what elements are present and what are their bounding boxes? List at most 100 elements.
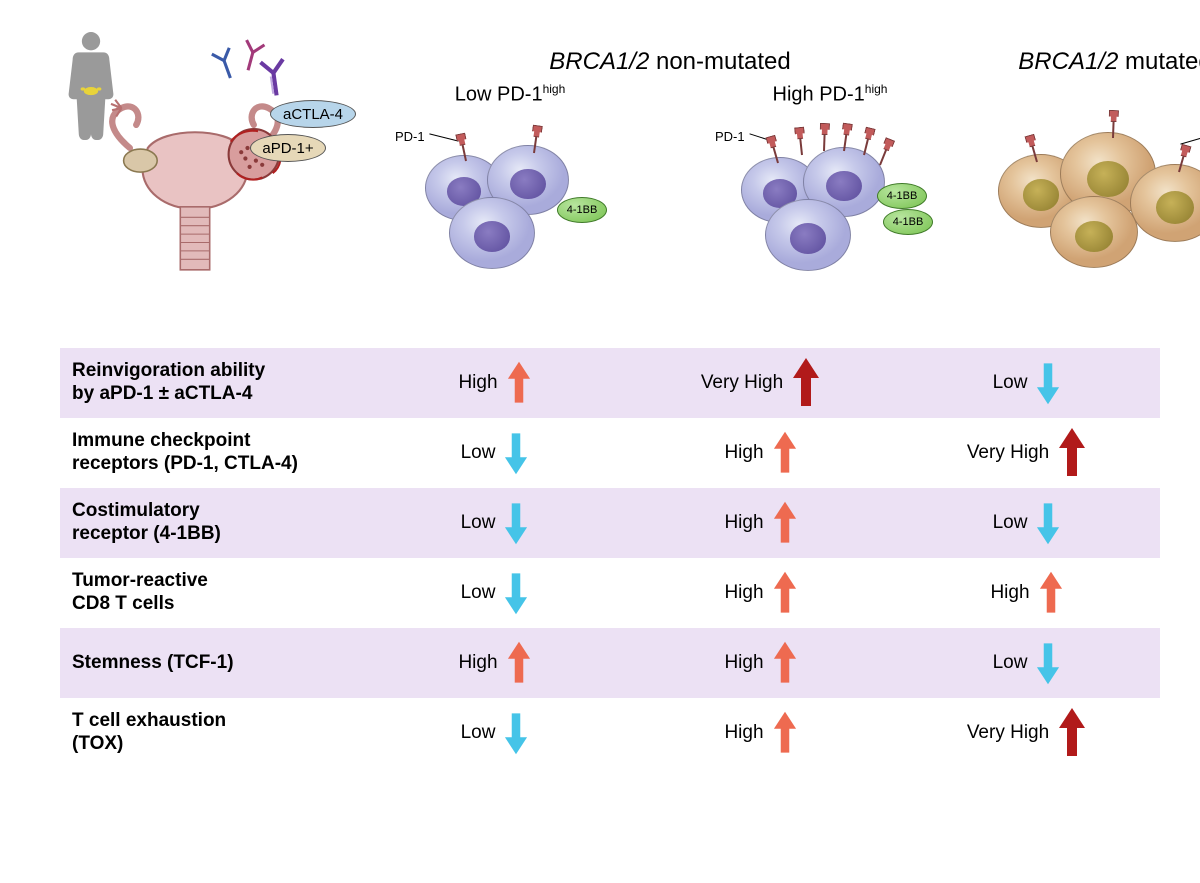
cell-text: High <box>724 652 763 674</box>
arrow-up_dark-icon <box>791 356 821 410</box>
cell-text: Low <box>993 512 1028 534</box>
cell-high: High <box>628 426 894 480</box>
cell-text: Very High <box>967 722 1049 744</box>
low-subtitle: Low PD-1high <box>455 82 566 107</box>
row-label: T cell exhaustion(TOX) <box>72 710 362 756</box>
high-subtitle: High PD-1high <box>773 82 888 107</box>
cell-text: High <box>458 372 497 394</box>
bb-label-high-1: 4-1BB <box>877 183 927 209</box>
cell-mut: Very High <box>894 426 1160 480</box>
cell-high: High <box>628 500 894 546</box>
nonmut-title: BRCA1/2 non-mutated <box>549 48 790 76</box>
arrow-down-icon <box>503 430 529 476</box>
nonmut-title-italic: BRCA1/2 <box>549 48 649 75</box>
row-values: Low High High <box>362 570 1160 616</box>
anatomy-column: aCTLA-4 aPD-1+ <box>60 30 350 330</box>
bb-label-high-2: 4-1BB <box>883 209 933 235</box>
cell-text: Very High <box>701 372 783 394</box>
row-values: Low High Very High <box>362 706 1160 760</box>
arrow-up_dark-icon <box>1057 706 1087 760</box>
bb-label-low: 4-1BB <box>557 197 607 223</box>
cell-low: High <box>362 640 628 686</box>
arrow-up_light-icon <box>506 360 532 406</box>
col-high-pd1high: High PD-1high PD-1 <box>670 82 990 271</box>
arrow-up_light-icon <box>772 640 798 686</box>
cell-text: High <box>724 512 763 534</box>
cluster-mut: PD-1 <box>990 104 1200 264</box>
cell-low: High <box>362 356 628 410</box>
cell-high: High <box>628 640 894 686</box>
group-mutated: BRCA1/2 mutated PD-1 <box>990 30 1200 330</box>
high-subtitle-sup: high <box>865 82 888 96</box>
cell-low: Low <box>362 500 628 546</box>
cell-text: High <box>724 722 763 744</box>
cell-mut: Very High <box>894 706 1160 760</box>
nonmut-title-rest: non-mutated <box>649 48 790 75</box>
arrow-down-icon <box>1035 500 1061 546</box>
cell-text: Very High <box>967 442 1049 464</box>
nonmut-subcols: Low PD-1high PD-1 <box>350 82 990 271</box>
table-row: Tumor-reactiveCD8 T cells Low High High <box>60 558 1160 628</box>
row-label: Costimulatoryreceptor (4-1BB) <box>72 500 362 546</box>
group-columns: BRCA1/2 non-mutated Low PD-1high PD-1 <box>350 30 1200 330</box>
arrow-up_light-icon <box>772 570 798 616</box>
apd1-label: aPD-1+ <box>262 140 313 157</box>
cell-text: Low <box>461 442 496 464</box>
table-row: Stemness (TCF-1) High High Low <box>60 628 1160 698</box>
row-label: Tumor-reactiveCD8 T cells <box>72 570 362 616</box>
cell-text: Low <box>461 582 496 604</box>
mut-title: BRCA1/2 mutated <box>1018 48 1200 76</box>
mut-title-italic: BRCA1/2 <box>1018 48 1118 75</box>
arrow-down-icon <box>503 570 529 616</box>
row-label: Reinvigoration abilityby aPD-1 ± aCTLA-4 <box>72 360 362 406</box>
cell-text: Low <box>993 652 1028 674</box>
cell-text: High <box>990 582 1029 604</box>
cell-text: Low <box>461 722 496 744</box>
cell-high: High <box>628 570 894 616</box>
group-nonmutated: BRCA1/2 non-mutated Low PD-1high PD-1 <box>350 30 990 330</box>
cell-high: High <box>628 706 894 760</box>
header-row: aCTLA-4 aPD-1+ BRCA1/2 non-mutated Low P… <box>60 30 1160 330</box>
apd1-pill: aPD-1+ <box>250 134 326 162</box>
row-label: Immune checkpointreceptors (PD-1, CTLA-4… <box>72 430 362 476</box>
arrow-down-icon <box>1035 360 1061 406</box>
antibodies-icon <box>210 38 306 110</box>
cluster-high: PD-1 <box>715 111 945 271</box>
cluster-low: PD-1 4-1BB <box>395 111 625 271</box>
figure-root: aCTLA-4 aPD-1+ BRCA1/2 non-mutated Low P… <box>0 0 1200 883</box>
row-values: Low High Low <box>362 500 1160 546</box>
row-values: High Very High Low <box>362 356 1160 410</box>
cell-mut: Low <box>894 640 1160 686</box>
cell-mut: Low <box>894 356 1160 410</box>
cell-low: Low <box>362 706 628 760</box>
cell-low: Low <box>362 426 628 480</box>
cell-text: High <box>724 442 763 464</box>
cell-mut: Low <box>894 500 1160 546</box>
uterus-icon <box>90 85 300 295</box>
actla4-label: aCTLA-4 <box>283 106 343 123</box>
table-row: Costimulatoryreceptor (4-1BB) Low High Low <box>60 488 1160 558</box>
table-row: Reinvigoration abilityby aPD-1 ± aCTLA-4… <box>60 348 1160 418</box>
low-subtitle-pre: Low PD-1 <box>455 84 543 106</box>
cell-low: Low <box>362 570 628 616</box>
cell-text: High <box>724 582 763 604</box>
arrow-up_dark-icon <box>1057 426 1087 480</box>
arrow-down-icon <box>503 710 529 756</box>
arrow-down-icon <box>503 500 529 546</box>
arrow-up_light-icon <box>506 640 532 686</box>
row-values: Low High Very High <box>362 426 1160 480</box>
table-row: Immune checkpointreceptors (PD-1, CTLA-4… <box>60 418 1160 488</box>
row-label: Stemness (TCF-1) <box>72 652 362 675</box>
cell-text: Low <box>993 372 1028 394</box>
arrow-down-icon <box>1035 640 1061 686</box>
mut-title-rest: mutated <box>1118 48 1200 75</box>
cell-text: High <box>458 652 497 674</box>
high-subtitle-pre: High PD-1 <box>773 84 865 106</box>
pd1-label-low: PD-1 <box>395 129 425 144</box>
row-values: High High Low <box>362 640 1160 686</box>
arrow-up_light-icon <box>1038 570 1064 616</box>
arrow-up_light-icon <box>772 500 798 546</box>
arrow-up_light-icon <box>772 430 798 476</box>
pd1-label-high: PD-1 <box>715 129 745 144</box>
cell-text: Low <box>461 512 496 534</box>
